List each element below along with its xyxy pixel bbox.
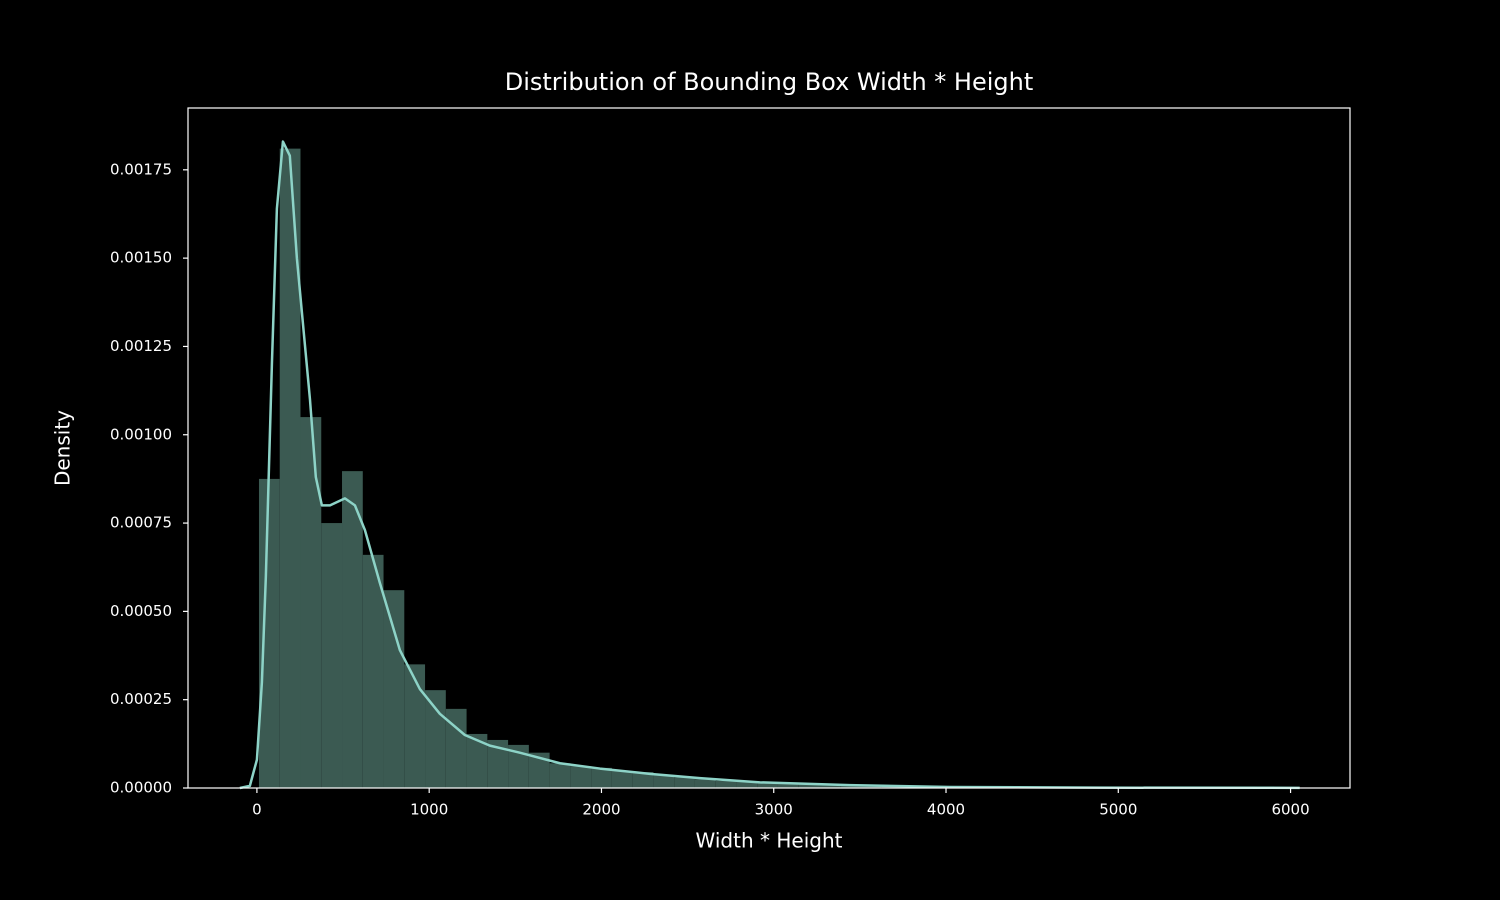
y-tick-label: 0.00125 — [110, 337, 172, 355]
x-tick-label: 0 — [252, 801, 262, 819]
histogram-bar — [653, 774, 675, 788]
y-tick-label: 0.00000 — [110, 779, 172, 797]
histogram-bar — [404, 664, 426, 788]
histogram-bar — [258, 478, 280, 788]
y-tick-label: 0.00100 — [110, 425, 172, 443]
histogram-bar — [819, 784, 841, 788]
histogram-bar — [757, 783, 778, 788]
x-tick-label: 2000 — [582, 801, 620, 819]
kde-line — [239, 140, 1300, 790]
x-tick-label: 5000 — [1099, 801, 1137, 819]
histogram-bar — [549, 763, 571, 788]
histogram-bar — [881, 786, 903, 788]
histogram-bar — [362, 554, 384, 788]
histogram-bar — [279, 148, 301, 788]
histogram-bar — [694, 779, 716, 788]
y-tick-label: 0.00025 — [110, 690, 172, 708]
histogram-bar — [570, 766, 592, 788]
histogram-bar — [674, 777, 695, 788]
histogram-bar — [777, 783, 799, 788]
x-axis-label: Width * Height — [696, 829, 843, 853]
histogram-bar — [798, 784, 820, 788]
y-tick-label: 0.00175 — [110, 160, 172, 178]
histogram-bar — [508, 744, 529, 788]
histogram-bar — [591, 767, 612, 788]
x-tick-label: 4000 — [927, 801, 965, 819]
histogram-bar — [632, 772, 654, 788]
histogram-bar — [611, 771, 633, 788]
y-axis-label: Density — [51, 410, 75, 486]
histogram-bar — [425, 690, 446, 788]
x-tick-label: 6000 — [1271, 801, 1309, 819]
histogram-bar — [342, 471, 363, 788]
histogram-bar — [715, 780, 737, 788]
histogram-bar — [300, 417, 322, 788]
histogram-bar — [840, 785, 861, 788]
y-tick-label: 0.00050 — [110, 602, 172, 620]
histogram-bar — [528, 752, 550, 788]
x-tick-label: 3000 — [755, 801, 793, 819]
chart-title: Distribution of Bounding Box Width * Hei… — [505, 68, 1034, 96]
histogram-bar — [487, 739, 509, 788]
plot-frame — [187, 107, 1351, 789]
histogram-bar — [466, 733, 488, 788]
histogram-bar — [321, 523, 343, 788]
histogram-bar — [445, 708, 467, 788]
histogram-bar — [860, 786, 882, 788]
x-tick-label: 1000 — [410, 801, 448, 819]
y-tick-label: 0.00150 — [110, 249, 172, 267]
histogram-bar — [736, 781, 758, 788]
histogram-bar — [383, 590, 405, 788]
y-tick-label: 0.00075 — [110, 514, 172, 532]
